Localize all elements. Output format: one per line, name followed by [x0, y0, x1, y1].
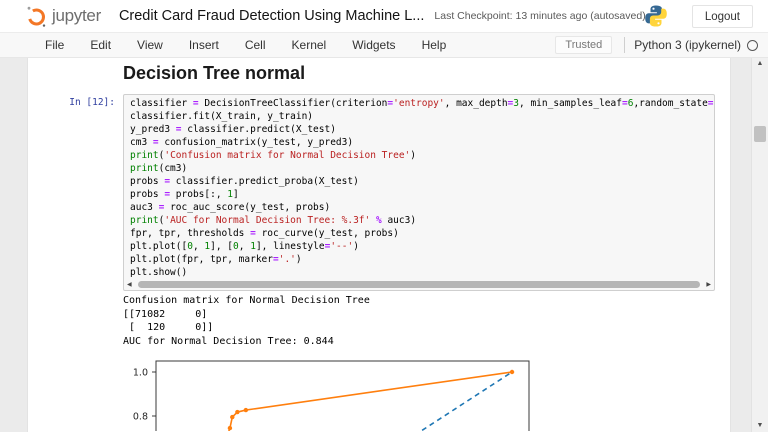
code-line: auc3 = roc_auc_score(y_test, probs): [130, 202, 331, 213]
output-line: Confusion matrix for Normal Decision Tre…: [123, 295, 370, 306]
scroll-up-arrow-icon[interactable]: ▲: [756, 60, 764, 67]
logout-button[interactable]: Logout: [691, 5, 753, 28]
menu-edit[interactable]: Edit: [90, 38, 112, 52]
trusted-badge[interactable]: Trusted: [555, 36, 613, 54]
code-line: print('Confusion matrix for Normal Decis…: [130, 150, 417, 161]
scroll-down-arrow-icon[interactable]: ▼: [756, 422, 764, 429]
checkpoint-status: Last Checkpoint: 13 minutes ago (autosav…: [434, 10, 645, 22]
code-text[interactable]: classifier = DecisionTreeClassifier(crit…: [124, 95, 714, 279]
code-editor[interactable]: classifier = DecisionTreeClassifier(crit…: [123, 94, 715, 291]
cell-output: Confusion matrix for Normal Decision Tre…: [123, 294, 730, 348]
svg-text:0.8: 0.8: [133, 412, 148, 423]
menu-cell[interactable]: Cell: [244, 38, 266, 52]
code-cell[interactable]: In [12]: classifier = DecisionTreeClassi…: [28, 94, 715, 291]
code-line: classifier = DecisionTreeClassifier(crit…: [130, 98, 714, 109]
section-heading: Decision Tree normal: [123, 63, 306, 83]
code-line: plt.plot([0, 1], [0, 1], linestyle='--'): [130, 241, 359, 252]
code-line: plt.show(): [130, 267, 188, 278]
code-line: cm3 = confusion_matrix(y_test, y_pred3): [130, 137, 354, 148]
roc-chart: 1.0 0.8: [133, 360, 530, 432]
vertical-scrollbar-thumb[interactable]: [754, 126, 766, 142]
output-line: [[71082 0]: [123, 308, 208, 320]
svg-text:1.0: 1.0: [133, 368, 148, 379]
menu-help[interactable]: Help: [421, 38, 447, 52]
menu-insert[interactable]: Insert: [188, 38, 219, 52]
menu-view[interactable]: View: [137, 38, 163, 52]
code-line: print('AUC for Normal Decision Tree: %.3…: [130, 215, 417, 226]
code-line: y_pred3 = classifier.predict(X_test): [130, 124, 336, 135]
scroll-right-arrow-icon[interactable]: ▶: [706, 281, 711, 288]
jupyter-logo-text: jupyter: [52, 6, 101, 25]
code-line: fpr, tpr, thresholds = roc_curve(y_test,…: [130, 228, 399, 239]
scrollbar-track[interactable]: [133, 281, 706, 289]
roc-plot-figure: 1.0 0.8: [121, 353, 730, 432]
notebook-header: jupyter Credit Card Fraud Detection Usin…: [0, 0, 768, 32]
autosave-text: (autosaved): [590, 10, 646, 22]
notebook-site: Decision Tree normal In [12]: classifier…: [0, 58, 768, 432]
kernel-idle-icon: [747, 39, 758, 51]
code-horizontal-scrollbar[interactable]: ◀ ▶: [124, 279, 714, 290]
menu-file[interactable]: File: [45, 38, 65, 52]
menu-kernel[interactable]: Kernel: [291, 38, 327, 52]
input-prompt: In [12]:: [69, 97, 115, 108]
code-line: probs = probs[:, 1]: [130, 189, 239, 200]
notebook-container: Decision Tree normal In [12]: classifier…: [27, 58, 731, 432]
python-logo-icon: [644, 4, 668, 33]
code-line: plt.plot(fpr, tpr, marker='.'): [130, 254, 302, 265]
menu-list: File Edit View Insert Cell Kernel Widgets Help: [32, 38, 459, 52]
page-vertical-scrollbar[interactable]: ▲ ▼: [751, 58, 768, 432]
output-line: AUC for Normal Decision Tree: 0.844: [123, 335, 334, 347]
menubar-divider: [624, 37, 626, 53]
scrollbar-thumb[interactable]: [138, 281, 700, 288]
notebook-title[interactable]: Credit Card Fraud Detection Using Machin…: [118, 8, 425, 24]
code-line: print(cm3): [130, 163, 188, 174]
code-line: probs = classifier.predict_proba(X_test): [130, 176, 359, 187]
scroll-left-arrow-icon[interactable]: ◀: [127, 281, 132, 288]
jupyter-logo-icon: [27, 6, 46, 27]
output-line: [ 120 0]]: [123, 322, 214, 333]
code-line: classifier.fit(X_train, y_train): [130, 111, 314, 122]
kernel-name: Python 3 (ipykernel): [634, 38, 741, 52]
menubar-right: Trusted Python 3 (ipykernel): [555, 33, 758, 57]
checkpoint-text: Last Checkpoint: 13 minutes ago: [434, 10, 588, 22]
jupyter-logo[interactable]: jupyter: [26, 5, 101, 28]
menu-bar: File Edit View Insert Cell Kernel Widgets Help …: [0, 32, 768, 58]
menu-widgets[interactable]: Widgets: [352, 38, 396, 52]
